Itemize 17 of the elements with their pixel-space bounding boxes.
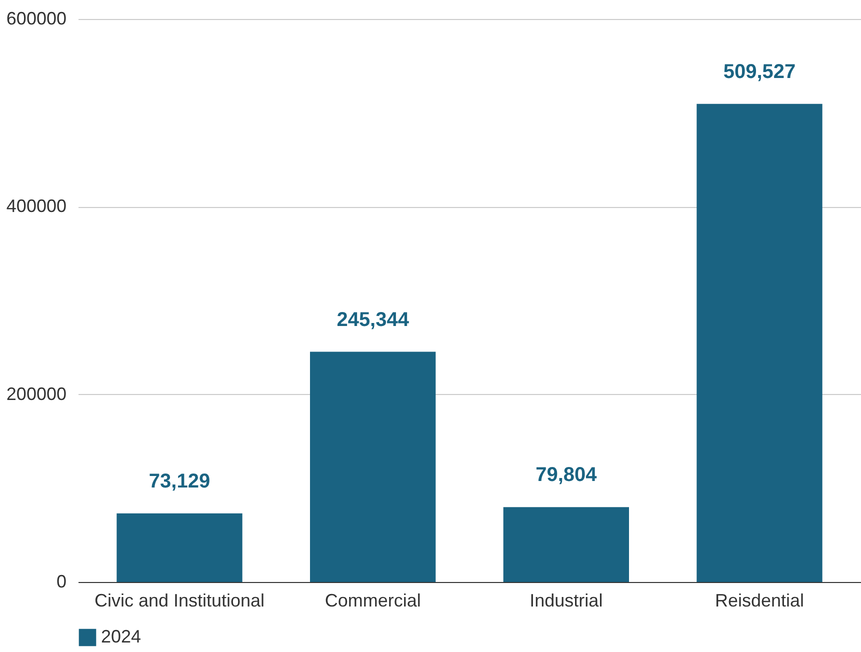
bar — [696, 104, 822, 582]
bar — [310, 352, 436, 582]
x-tick-label: Reisdential — [714, 590, 804, 610]
y-tick-label: 600000 — [6, 8, 66, 28]
bar — [116, 513, 242, 582]
x-tick-label: Industrial — [530, 590, 603, 610]
data-label: 73,129 — [148, 470, 210, 492]
bar — [503, 507, 629, 582]
x-tick-label: Commercial — [324, 590, 421, 610]
data-label: 509,527 — [723, 60, 796, 83]
x-tick-label: Civic and Institutional — [94, 590, 265, 610]
y-tick-label: 0 — [56, 572, 66, 592]
y-tick-label: 200000 — [6, 384, 66, 404]
y-tick-label: 400000 — [6, 196, 66, 216]
legend-label: 2024 — [101, 626, 142, 646]
data-label: 245,344 — [336, 308, 410, 331]
data-label: 79,804 — [536, 464, 598, 486]
